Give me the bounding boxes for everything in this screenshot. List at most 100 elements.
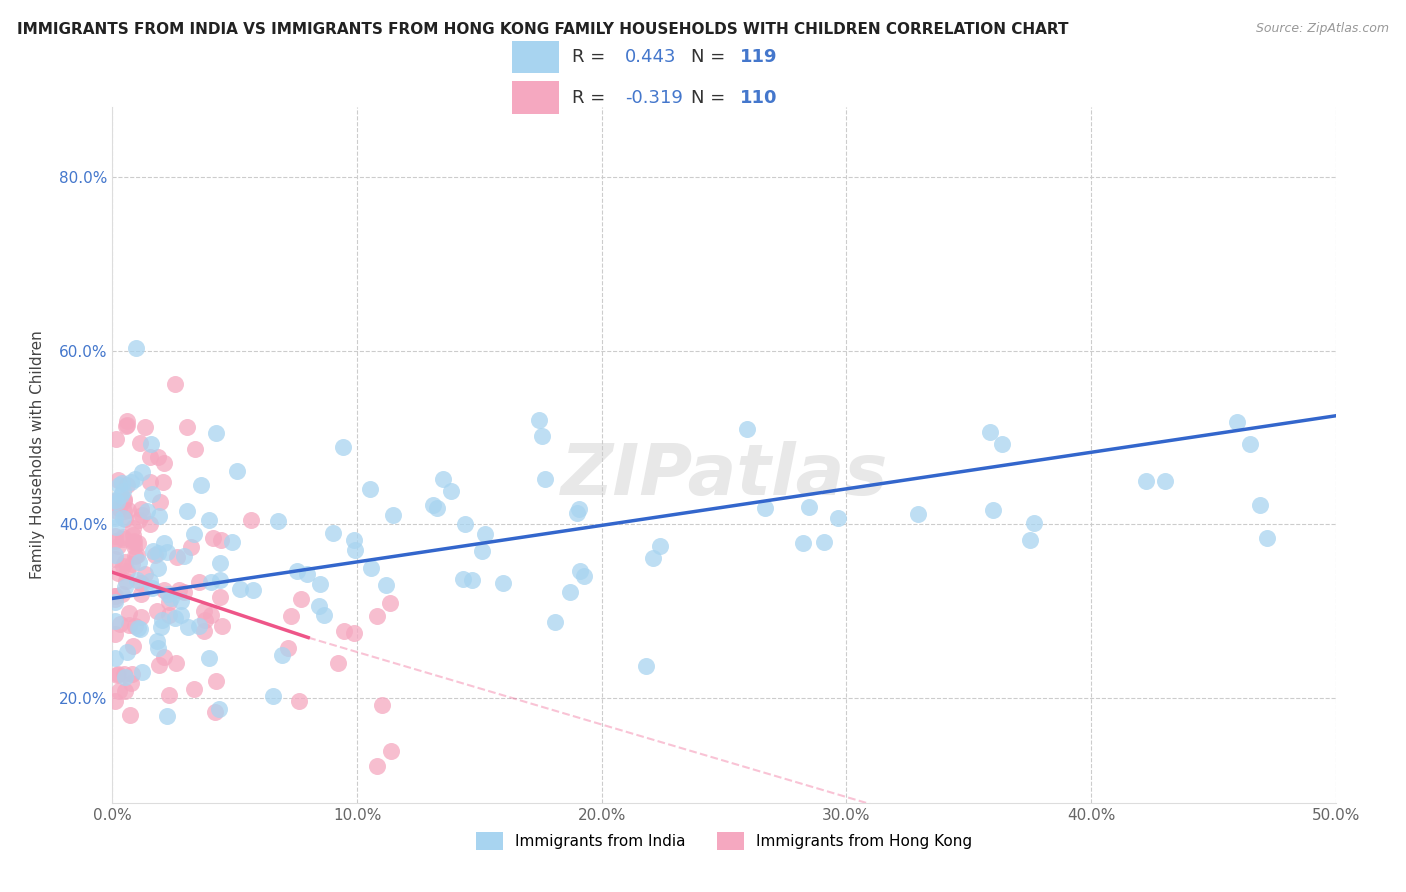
- Point: [124, 549, 146, 563]
- Text: 0.443: 0.443: [624, 48, 676, 66]
- Point: [104, 590, 127, 604]
- Point: [163, 611, 186, 625]
- Point: [209, 533, 232, 547]
- Point: [120, 675, 142, 690]
- Point: [117, 502, 139, 516]
- Text: N =: N =: [690, 48, 725, 66]
- Point: [134, 420, 156, 434]
- Point: [648, 539, 671, 553]
- Point: [380, 744, 402, 758]
- Point: [152, 456, 174, 470]
- Point: [112, 533, 135, 547]
- Point: [461, 574, 484, 588]
- Point: [560, 585, 582, 599]
- Point: [636, 659, 658, 673]
- Point: [148, 560, 170, 574]
- Point: [287, 694, 309, 708]
- Point: [572, 569, 595, 583]
- Point: [309, 577, 332, 591]
- Point: [105, 495, 128, 509]
- Point: [166, 549, 188, 564]
- Point: [979, 425, 1001, 440]
- Point: [128, 622, 150, 636]
- Point: [193, 604, 215, 618]
- Point: [1256, 531, 1278, 545]
- Point: [200, 574, 222, 589]
- Point: [114, 580, 136, 594]
- Point: [183, 526, 205, 541]
- Point: [104, 694, 127, 708]
- Point: [152, 475, 174, 489]
- Point: [142, 544, 165, 558]
- Point: [114, 555, 136, 569]
- Point: [127, 536, 149, 550]
- Point: [139, 450, 162, 464]
- Point: [208, 573, 231, 587]
- Point: [125, 341, 148, 355]
- Point: [112, 494, 135, 508]
- Point: [139, 437, 162, 451]
- Point: [453, 516, 475, 531]
- Text: R =: R =: [572, 48, 605, 66]
- Point: [440, 483, 463, 498]
- Point: [112, 511, 135, 525]
- Point: [153, 649, 176, 664]
- Point: [366, 758, 388, 772]
- Point: [122, 534, 145, 549]
- Point: [359, 482, 381, 496]
- Point: [112, 667, 135, 681]
- Point: [568, 502, 591, 516]
- Point: [907, 508, 929, 522]
- Point: [112, 492, 135, 507]
- Y-axis label: Family Households with Children: Family Households with Children: [31, 331, 45, 579]
- Point: [107, 539, 129, 553]
- Point: [125, 548, 148, 562]
- Text: 119: 119: [741, 48, 778, 66]
- Point: [145, 633, 167, 648]
- Point: [981, 503, 1004, 517]
- Point: [129, 610, 152, 624]
- Point: [135, 503, 157, 517]
- Point: [165, 656, 187, 670]
- Point: [326, 656, 349, 670]
- Point: [118, 618, 141, 632]
- Point: [128, 513, 150, 527]
- Point: [378, 597, 401, 611]
- Point: [366, 609, 388, 624]
- Point: [121, 528, 143, 542]
- Point: [187, 574, 209, 589]
- Point: [201, 531, 224, 545]
- Point: [108, 478, 131, 492]
- Point: [107, 500, 129, 515]
- Point: [492, 575, 515, 590]
- Point: [422, 499, 444, 513]
- Point: [128, 436, 150, 450]
- Point: [115, 645, 138, 659]
- Point: [187, 619, 209, 633]
- Point: [104, 529, 127, 543]
- Text: N =: N =: [690, 88, 725, 106]
- Point: [176, 420, 198, 434]
- Point: [271, 648, 294, 663]
- Point: [107, 667, 129, 681]
- Point: [991, 436, 1014, 450]
- Point: [262, 689, 284, 703]
- Point: [370, 698, 392, 712]
- Point: [533, 472, 555, 486]
- Point: [120, 708, 142, 723]
- Point: [229, 582, 252, 596]
- Point: [129, 587, 152, 601]
- Point: [114, 683, 136, 698]
- Point: [1249, 499, 1271, 513]
- Point: [121, 667, 143, 681]
- Point: [173, 585, 195, 599]
- Point: [104, 627, 127, 641]
- Text: R =: R =: [572, 88, 605, 106]
- Point: [157, 689, 180, 703]
- Point: [240, 513, 263, 527]
- Text: -0.319: -0.319: [624, 88, 682, 106]
- Point: [157, 587, 180, 601]
- Point: [381, 508, 404, 522]
- Point: [529, 413, 551, 427]
- Point: [204, 673, 226, 688]
